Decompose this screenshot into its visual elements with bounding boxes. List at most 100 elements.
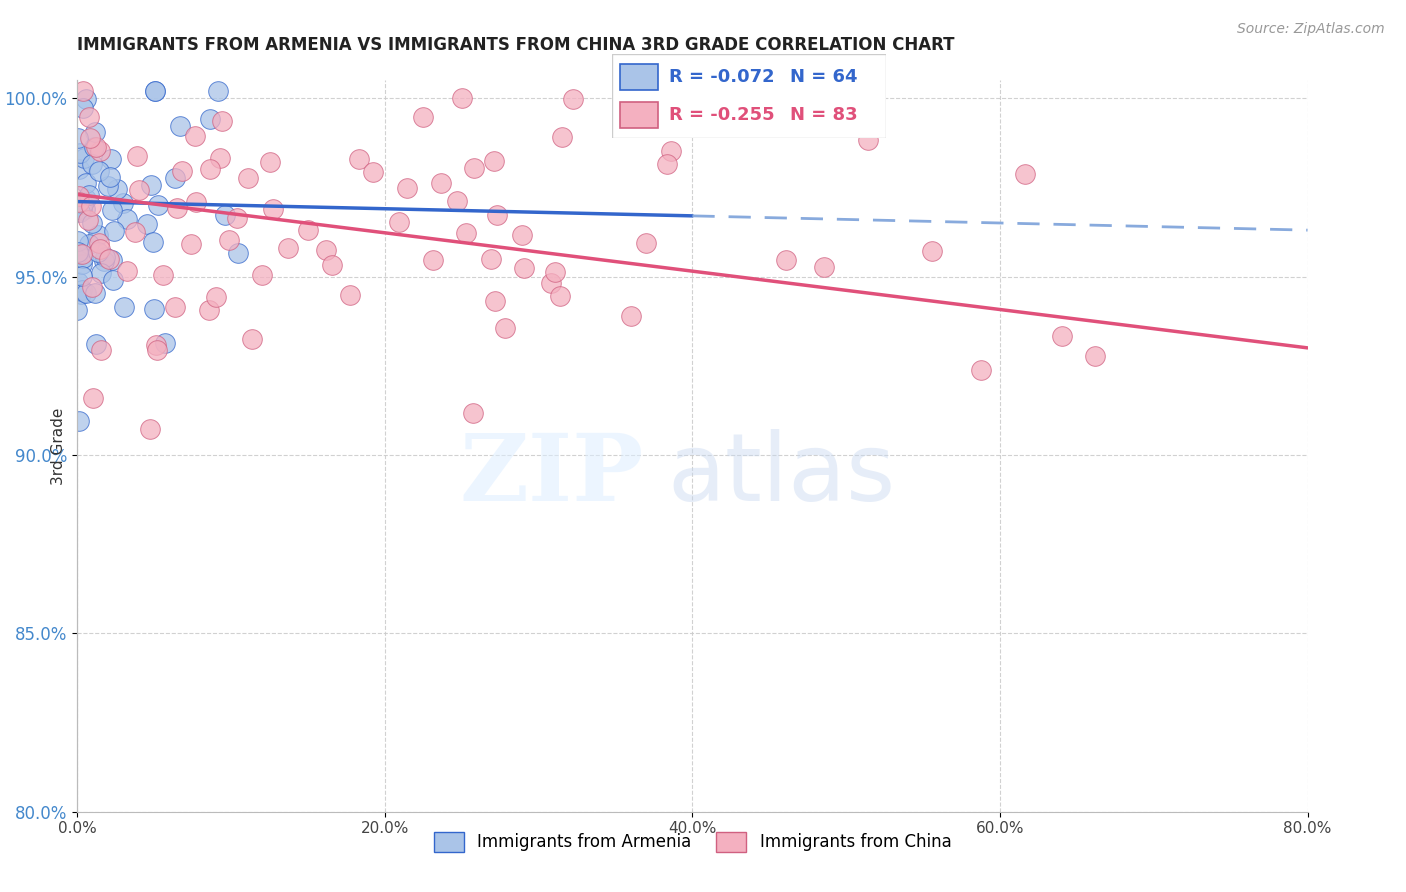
Point bbox=[180, 236, 202, 251]
Point bbox=[77, 188, 100, 202]
Point bbox=[512, 227, 534, 242]
Text: R = -0.072: R = -0.072 bbox=[669, 68, 775, 86]
Point bbox=[69, 204, 91, 219]
Point bbox=[214, 207, 236, 221]
Point bbox=[72, 256, 94, 270]
Point bbox=[169, 120, 191, 134]
Legend: Immigrants from Armenia, Immigrants from China: Immigrants from Armenia, Immigrants from… bbox=[427, 826, 957, 858]
Point bbox=[339, 287, 361, 301]
Point bbox=[548, 288, 571, 302]
Point bbox=[197, 303, 219, 318]
Point bbox=[80, 216, 103, 230]
Point bbox=[551, 130, 574, 145]
Point bbox=[100, 152, 122, 166]
Point bbox=[395, 181, 418, 195]
FancyBboxPatch shape bbox=[612, 54, 886, 138]
Point bbox=[297, 222, 319, 236]
Point bbox=[89, 164, 111, 178]
Point bbox=[89, 145, 111, 159]
Point bbox=[70, 202, 93, 217]
Point bbox=[775, 253, 797, 268]
Point bbox=[145, 84, 167, 98]
Point bbox=[67, 275, 90, 289]
Point bbox=[80, 199, 103, 213]
Point bbox=[70, 268, 93, 283]
Point bbox=[446, 194, 468, 208]
Point bbox=[218, 233, 240, 247]
Point bbox=[207, 84, 229, 98]
Point bbox=[970, 363, 993, 377]
Point bbox=[655, 156, 678, 170]
Point bbox=[921, 244, 943, 259]
Point bbox=[75, 176, 97, 190]
Point bbox=[561, 92, 583, 106]
Point bbox=[463, 161, 485, 175]
Point bbox=[198, 161, 221, 176]
Point bbox=[124, 225, 146, 239]
Point bbox=[494, 321, 516, 335]
Point bbox=[463, 406, 485, 420]
Point bbox=[98, 169, 121, 184]
Point bbox=[485, 208, 508, 222]
Y-axis label: 3rd Grade: 3rd Grade bbox=[51, 408, 66, 484]
Point bbox=[142, 235, 165, 249]
Point bbox=[1014, 167, 1036, 181]
Point bbox=[67, 195, 90, 210]
Point bbox=[128, 183, 150, 197]
Point bbox=[72, 84, 94, 98]
Point bbox=[84, 336, 107, 351]
Point bbox=[66, 247, 89, 261]
Text: ZIP: ZIP bbox=[458, 430, 644, 520]
Point bbox=[388, 215, 411, 229]
Point bbox=[73, 202, 96, 216]
Point bbox=[456, 226, 478, 240]
Point bbox=[66, 302, 89, 317]
Text: N = 83: N = 83 bbox=[790, 106, 858, 124]
Point bbox=[72, 251, 94, 265]
Point bbox=[430, 177, 453, 191]
Point bbox=[146, 343, 169, 357]
Point bbox=[186, 195, 208, 210]
Point bbox=[67, 189, 90, 203]
Point bbox=[250, 268, 273, 282]
Text: IMMIGRANTS FROM ARMENIA VS IMMIGRANTS FROM CHINA 3RD GRADE CORRELATION CHART: IMMIGRANTS FROM ARMENIA VS IMMIGRANTS FR… bbox=[77, 36, 955, 54]
Point bbox=[315, 243, 337, 257]
Point bbox=[184, 128, 207, 143]
Point bbox=[540, 276, 562, 290]
Point bbox=[321, 258, 343, 272]
Point bbox=[67, 161, 90, 176]
Point bbox=[153, 336, 176, 351]
Point bbox=[66, 234, 89, 248]
Point bbox=[361, 165, 384, 179]
Point bbox=[98, 252, 121, 267]
Point bbox=[226, 246, 249, 260]
Point bbox=[97, 178, 120, 193]
Point bbox=[115, 264, 138, 278]
Point bbox=[138, 422, 160, 436]
Point bbox=[101, 203, 124, 218]
Point bbox=[70, 286, 93, 301]
Point bbox=[72, 197, 94, 211]
Point bbox=[145, 338, 167, 352]
Point bbox=[166, 201, 188, 215]
Point bbox=[75, 192, 97, 206]
Text: Source: ZipAtlas.com: Source: ZipAtlas.com bbox=[1237, 22, 1385, 37]
Point bbox=[163, 300, 186, 314]
Point bbox=[69, 247, 91, 261]
Point bbox=[238, 171, 260, 186]
Point bbox=[347, 153, 370, 167]
Point bbox=[152, 268, 174, 282]
Point bbox=[83, 140, 105, 154]
Point bbox=[75, 285, 97, 300]
FancyBboxPatch shape bbox=[620, 103, 658, 128]
Point bbox=[146, 197, 169, 211]
Point bbox=[73, 151, 96, 165]
Point bbox=[620, 310, 643, 324]
Text: N = 64: N = 64 bbox=[790, 68, 858, 86]
Point bbox=[634, 236, 657, 251]
Point bbox=[262, 202, 284, 217]
Point bbox=[205, 290, 228, 304]
Point bbox=[69, 146, 91, 161]
Point bbox=[101, 253, 124, 268]
Point bbox=[84, 140, 107, 154]
